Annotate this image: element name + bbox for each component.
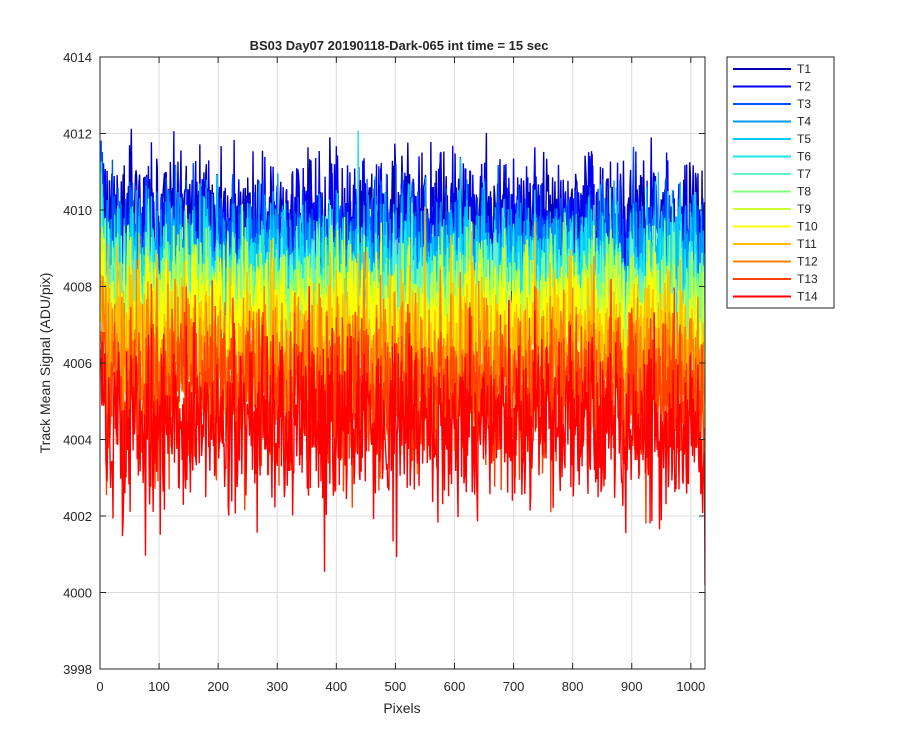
x-tick-label: 1000 (676, 679, 705, 694)
legend-label: T4 (797, 115, 811, 129)
y-tick-label: 4000 (63, 586, 92, 601)
legend-label: T2 (797, 80, 811, 94)
legend-label: T11 (797, 237, 817, 251)
y-tick-label: 4002 (63, 509, 92, 524)
legend-label: T8 (797, 185, 811, 199)
x-tick-label: 800 (562, 679, 584, 694)
legend-label: T7 (797, 167, 811, 181)
x-tick-label: 200 (207, 679, 229, 694)
legend-label: T6 (797, 150, 811, 164)
legend-box (726, 56, 835, 309)
y-tick-label: 4008 (63, 280, 92, 295)
chart-title: BS03 Day07 20190118-Dark-065 int time = … (250, 38, 549, 53)
legend-label: T10 (797, 220, 818, 234)
legend-label: T1 (797, 62, 811, 76)
x-tick-label: 700 (503, 679, 525, 694)
y-tick-label: 4010 (63, 203, 92, 218)
y-axis-label: Track Mean Signal (ADU/pix) (37, 273, 53, 454)
legend-label: T14 (797, 290, 818, 304)
legend-label: T3 (797, 97, 811, 111)
y-tick-label: 4012 (63, 127, 92, 142)
legend: T1 T2 T3 T4 T5 T6 T7 T8 T9 T10 T11 T12 T13 T14 (726, 56, 835, 309)
y-tick-label: 4006 (63, 356, 92, 371)
series-line-t14 (100, 286, 705, 585)
plot-series (100, 128, 705, 585)
legend-label: T12 (797, 255, 818, 269)
y-tick-label: 4004 (63, 433, 92, 448)
x-tick-label: 400 (325, 679, 347, 694)
y-tick-label: 4014 (63, 50, 92, 65)
series-line-t12 (100, 251, 705, 479)
x-tick-label: 0 (96, 679, 103, 694)
legend-label: T13 (797, 272, 818, 286)
axis-ticks: 0 100 200 300 400 500 600 700 800 900 1000 3998 4000… (63, 50, 705, 694)
x-tick-label: 600 (444, 679, 466, 694)
legend-label: T9 (797, 202, 811, 216)
legend-label: T5 (797, 132, 811, 146)
x-tick-label: 900 (621, 679, 643, 694)
x-axis-label: Pixels (383, 700, 420, 716)
x-tick-label: 500 (385, 679, 407, 694)
x-tick-label: 300 (266, 679, 288, 694)
y-tick-label: 3998 (63, 662, 92, 677)
x-tick-label: 100 (148, 679, 170, 694)
